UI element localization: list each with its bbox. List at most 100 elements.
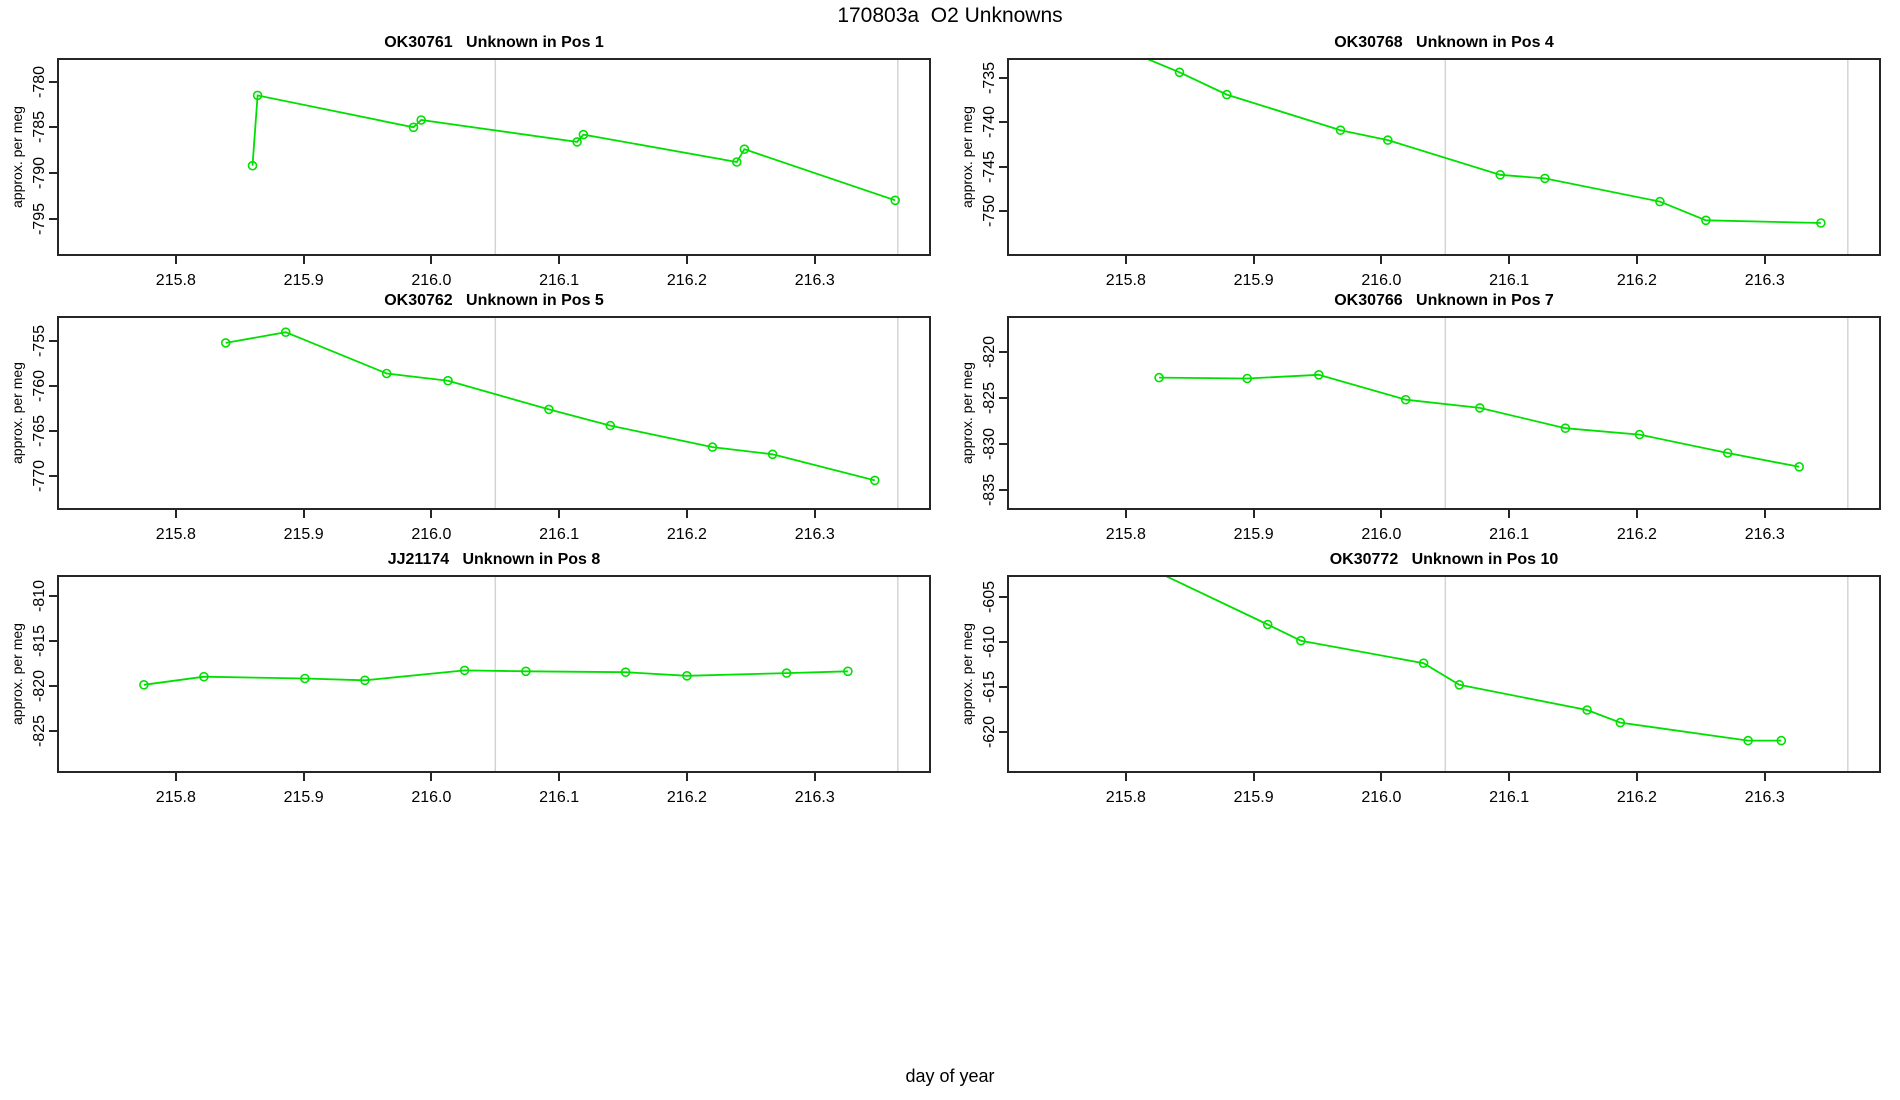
data-point-marker xyxy=(1474,403,1485,413)
x-tick-label: 216.3 xyxy=(1744,789,1785,806)
y-tick xyxy=(999,76,1007,79)
x-tick-label: 216.1 xyxy=(1489,272,1530,289)
y-tick xyxy=(999,685,1007,688)
y-tick xyxy=(49,385,57,388)
data-point-marker xyxy=(1382,135,1393,145)
data-point-marker xyxy=(620,667,631,677)
data-point-marker xyxy=(443,375,453,386)
x-tick-label: 216.2 xyxy=(1616,526,1657,543)
x-tick-label: 216.3 xyxy=(794,526,835,543)
y-tick xyxy=(999,640,1007,643)
x-tick xyxy=(1508,256,1511,264)
data-point-marker xyxy=(1296,635,1306,646)
plot-panel xyxy=(1007,316,1881,510)
y-tick xyxy=(999,121,1007,124)
x-tick xyxy=(1508,510,1511,518)
data-point-marker xyxy=(360,675,370,686)
x-tick-label: 216.3 xyxy=(1744,272,1785,289)
data-point-marker xyxy=(199,671,209,682)
x-tick xyxy=(558,256,561,264)
panel-border xyxy=(57,316,931,510)
y-tick xyxy=(49,639,57,642)
y-axis-title: approx. per meg xyxy=(9,362,25,464)
y-tick xyxy=(999,350,1007,353)
plot-panel xyxy=(57,316,931,510)
data-point-marker xyxy=(1634,429,1645,440)
data-point-marker xyxy=(1495,170,1506,180)
data-series-line xyxy=(251,94,896,202)
x-tick xyxy=(813,510,816,518)
plot-title: OK30768 Unknown in Pos 4 xyxy=(1334,34,1554,51)
x-tick-label: 215.9 xyxy=(283,526,324,543)
x-tick xyxy=(685,510,688,518)
data-point-marker xyxy=(1582,705,1592,715)
y-tick xyxy=(49,80,57,83)
x-axis-title: day of year xyxy=(905,1066,995,1086)
x-tick-label: 216.3 xyxy=(1744,526,1785,543)
y-tick xyxy=(49,217,57,220)
x-tick xyxy=(1763,256,1766,264)
data-point-marker xyxy=(1418,658,1429,668)
panel-border xyxy=(1007,316,1881,510)
data-point-marker xyxy=(1400,394,1411,405)
data-point-marker xyxy=(1540,173,1550,184)
data-point-marker xyxy=(707,442,718,452)
data-point-marker xyxy=(890,195,901,206)
x-tick-label: 215.8 xyxy=(1105,526,1146,543)
x-tick xyxy=(174,510,177,518)
x-tick-label: 216.2 xyxy=(666,272,707,289)
data-point-marker xyxy=(252,90,263,101)
x-tick-label: 215.9 xyxy=(283,272,324,289)
x-tick xyxy=(1763,510,1766,518)
y-tick-label: -620 xyxy=(981,715,998,748)
data-point-marker xyxy=(1615,717,1626,728)
data-point-marker xyxy=(731,157,742,167)
data-point-marker xyxy=(1655,196,1665,207)
x-tick xyxy=(1635,256,1638,264)
y-tick-label: -835 xyxy=(981,473,998,506)
data-point-marker xyxy=(1701,215,1711,226)
data-point-marker xyxy=(1154,372,1164,383)
y-tick-label: -750 xyxy=(981,195,998,228)
plot-title: OK30766 Unknown in Pos 7 xyxy=(1334,292,1554,309)
x-tick xyxy=(1763,773,1766,781)
y-tick xyxy=(999,396,1007,399)
y-tick xyxy=(49,171,57,174)
x-tick-label: 215.8 xyxy=(155,526,196,543)
y-tick xyxy=(999,165,1007,168)
data-point-marker xyxy=(1794,462,1805,472)
x-tick xyxy=(558,773,561,781)
x-tick xyxy=(1252,256,1255,264)
data-series-line xyxy=(1159,373,1800,468)
data-point-marker xyxy=(572,137,582,147)
x-tick-label: 215.9 xyxy=(1233,789,1274,806)
y-tick-label: -825 xyxy=(31,714,48,747)
data-series-line xyxy=(1142,58,1821,224)
main-title: 170803a O2 Unknowns xyxy=(837,4,1063,27)
data-point-marker xyxy=(578,129,589,140)
data-point-marker xyxy=(767,449,778,460)
y-axis-title: approx. per meg xyxy=(959,623,975,725)
panel-border xyxy=(1007,575,1881,773)
x-tick-label: 215.9 xyxy=(283,789,324,806)
x-tick xyxy=(1380,773,1383,781)
x-tick xyxy=(430,256,433,264)
y-axis-title: approx. per meg xyxy=(9,623,25,725)
y-tick xyxy=(999,730,1007,733)
x-tick xyxy=(1635,510,1638,518)
x-tick xyxy=(174,256,177,264)
y-tick xyxy=(49,684,57,687)
x-tick-label: 216.1 xyxy=(1489,789,1530,806)
x-tick-label: 215.9 xyxy=(1233,526,1274,543)
x-tick-label: 216.3 xyxy=(794,789,835,806)
x-tick xyxy=(302,510,305,518)
x-tick-label: 215.8 xyxy=(1105,789,1146,806)
data-point-marker xyxy=(544,404,554,415)
plot-title: OK30762 Unknown in Pos 5 xyxy=(384,292,604,309)
panel-border xyxy=(57,575,931,773)
x-tick xyxy=(1252,773,1255,781)
panel-border xyxy=(1007,58,1881,256)
data-point-marker xyxy=(739,144,750,154)
x-tick xyxy=(174,773,177,781)
